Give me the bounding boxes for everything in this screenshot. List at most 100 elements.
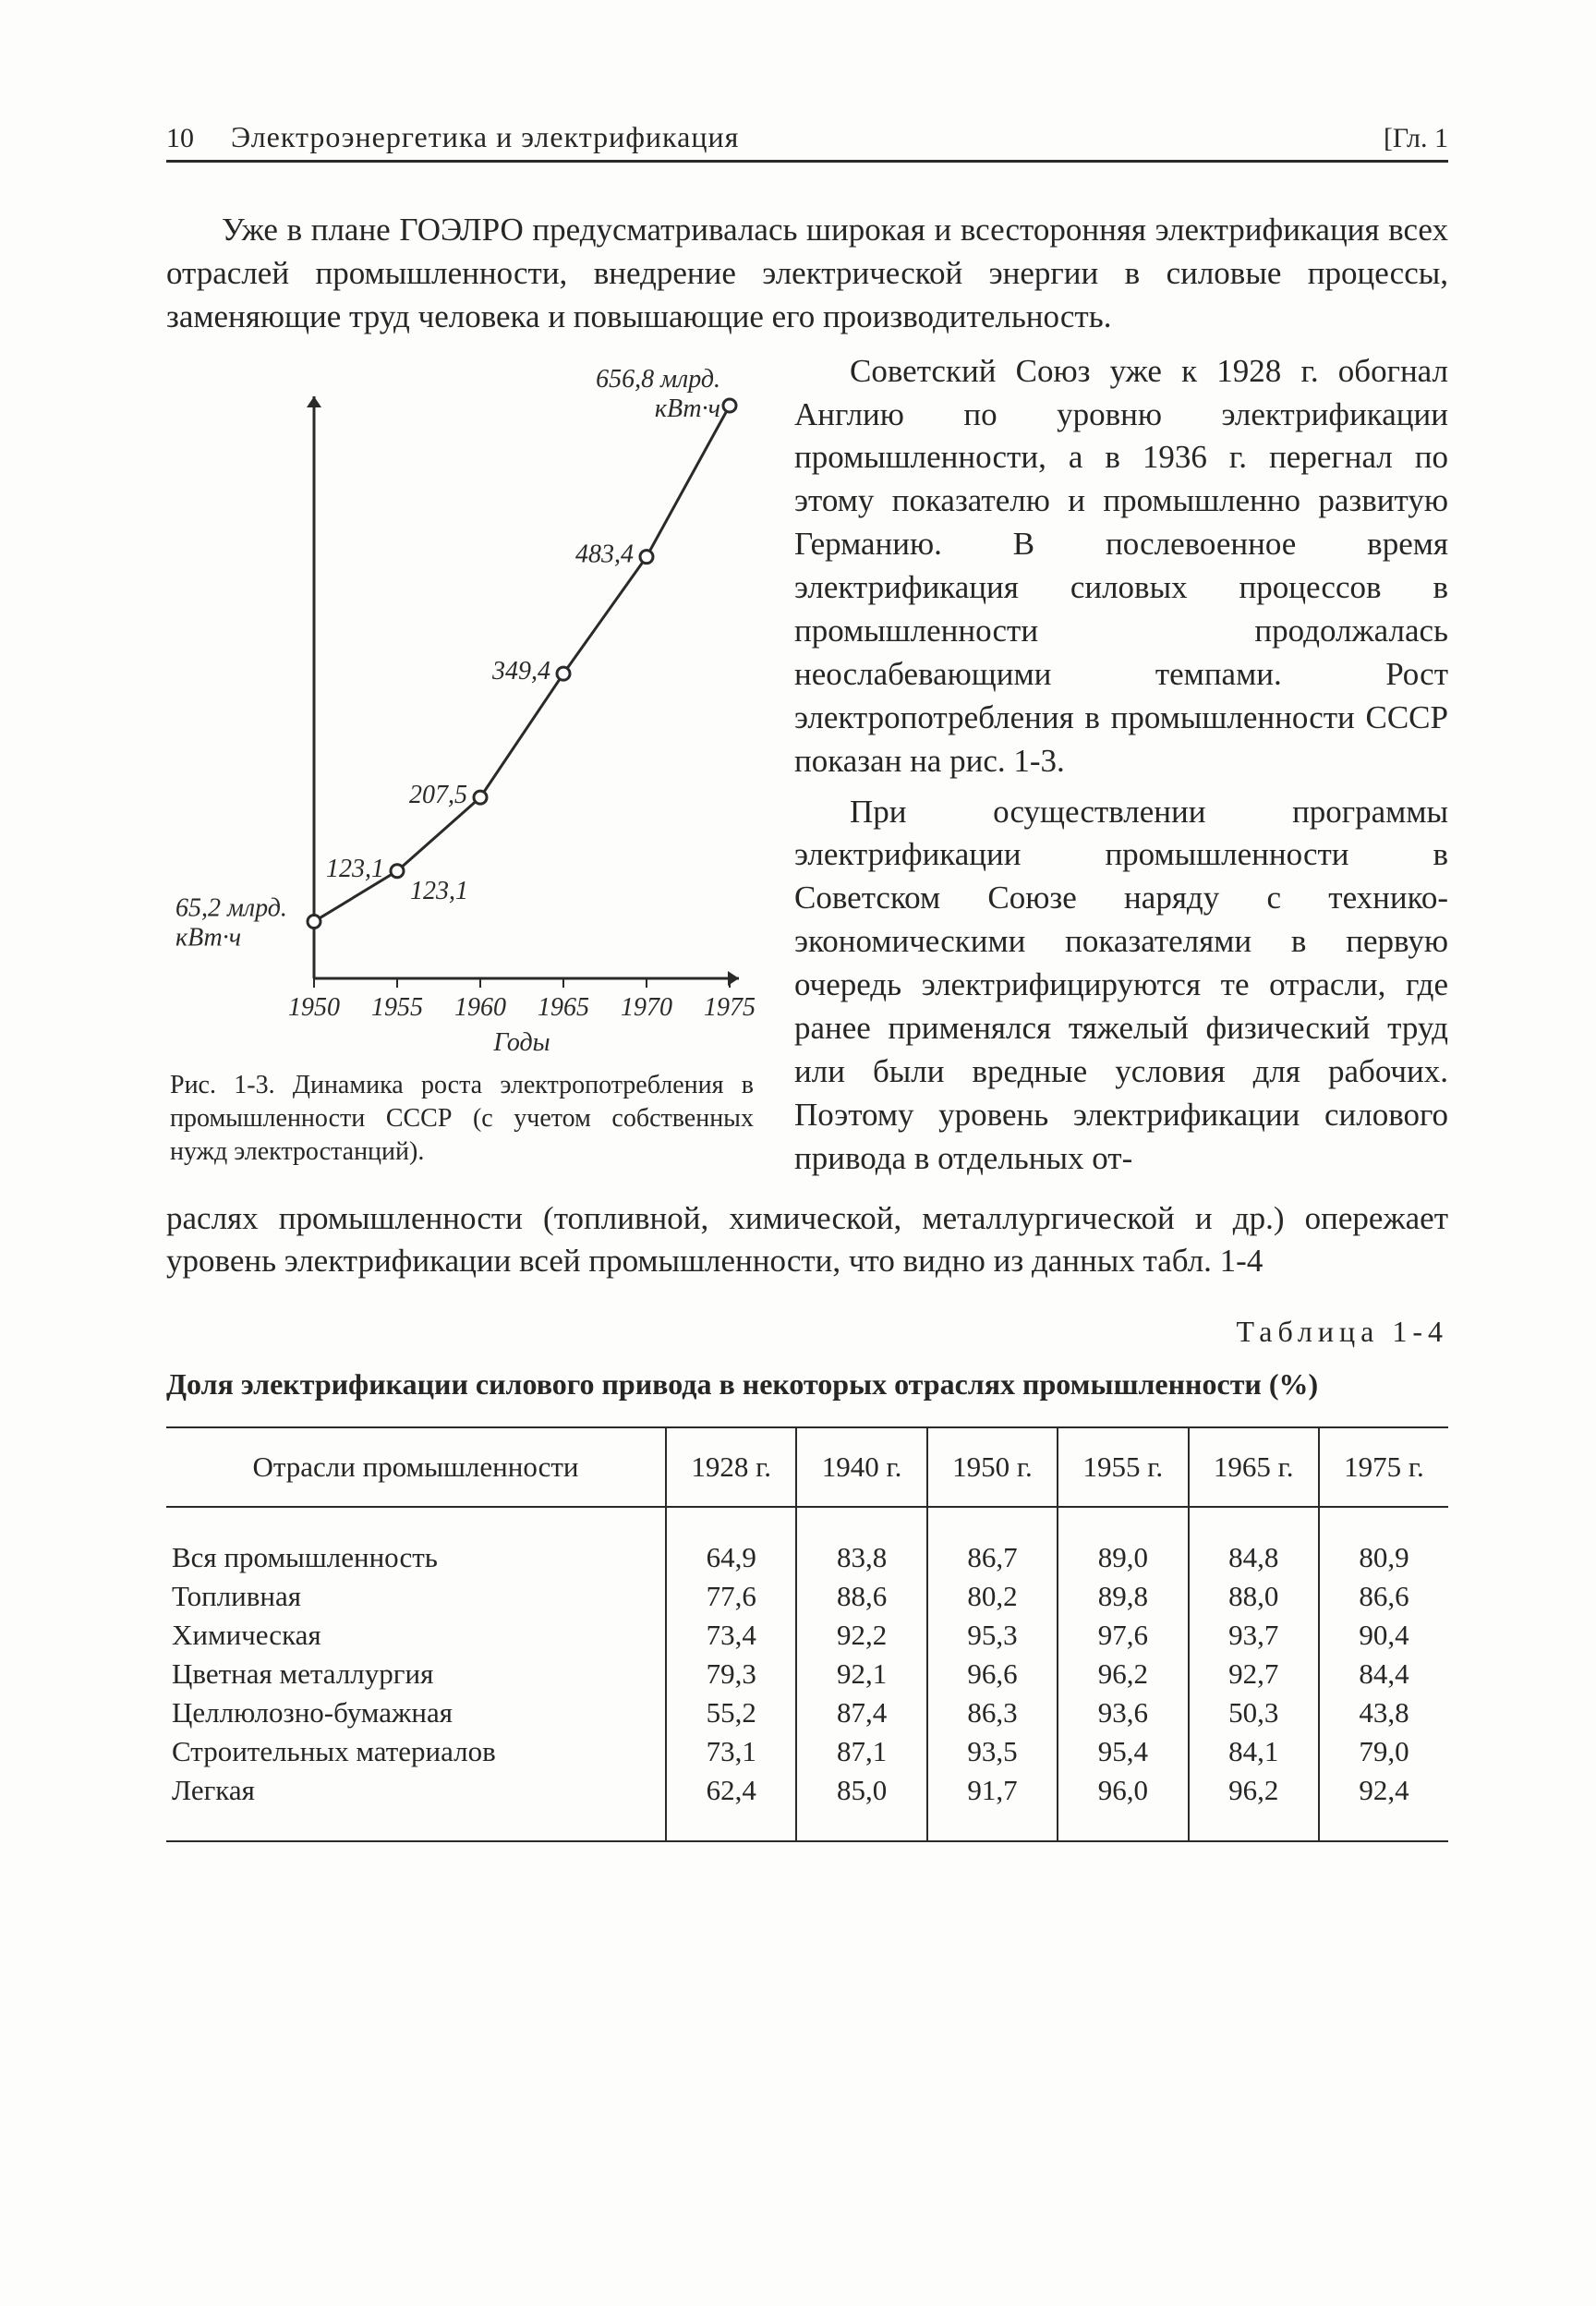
cell-value: 86,3 bbox=[927, 1693, 1058, 1732]
cell-value: 80,2 bbox=[927, 1577, 1058, 1616]
cell-value: 93,5 bbox=[927, 1732, 1058, 1771]
table-row: Строительных материалов73,187,193,595,48… bbox=[166, 1732, 1448, 1771]
svg-text:кВт·ч: кВт·ч bbox=[175, 923, 241, 952]
chapter-marker: [Гл. 1 bbox=[1384, 123, 1448, 154]
running-head: 10 Электроэнергетика и электрификация [Г… bbox=[166, 120, 1448, 154]
cell-value: 79,0 bbox=[1319, 1732, 1448, 1771]
svg-text:656,8 млрд.: 656,8 млрд. bbox=[596, 365, 720, 394]
section-title: Электроэнергетика и электрификация bbox=[231, 120, 739, 154]
chart-caption: Рис. 1-3. Динамика роста электропотребле… bbox=[166, 1069, 757, 1170]
cell-value: 92,7 bbox=[1189, 1655, 1319, 1693]
cell-value: 95,3 bbox=[927, 1616, 1058, 1655]
svg-text:Годы: Годы bbox=[492, 1028, 550, 1052]
paragraph-2: Советский Союз уже к 1928 г. обогнал Анг… bbox=[794, 350, 1448, 783]
paragraph-1: Уже в плане ГОЭЛРО предусматривалась шир… bbox=[166, 209, 1448, 339]
cell-value: 73,1 bbox=[666, 1732, 796, 1771]
cell-value: 80,9 bbox=[1319, 1507, 1448, 1577]
table-row: Цветная металлургия79,392,196,696,292,78… bbox=[166, 1655, 1448, 1693]
cell-value: 84,1 bbox=[1189, 1732, 1319, 1771]
cell-value: 89,8 bbox=[1058, 1577, 1188, 1616]
cell-value: 77,6 bbox=[666, 1577, 796, 1616]
table-row: Легкая62,485,091,796,096,292,4 bbox=[166, 1771, 1448, 1841]
cell-value: 96,0 bbox=[1058, 1771, 1188, 1841]
svg-text:483,4: 483,4 bbox=[575, 540, 634, 568]
cell-value: 97,6 bbox=[1058, 1616, 1188, 1655]
chart-svg: 1950 1955 1960 1965 1970 1975 Годы 123,1 207,5 34… bbox=[166, 350, 757, 1052]
cell-value: 96,2 bbox=[1189, 1771, 1319, 1841]
running-head-left: 10 Электроэнергетика и электрификация bbox=[166, 120, 739, 154]
page: 10 Электроэнергетика и электрификация [Г… bbox=[0, 0, 1596, 2306]
row-label: Химическая bbox=[166, 1616, 666, 1655]
paragraph-3: При осуществлении программы электрификац… bbox=[794, 791, 1448, 1181]
cell-value: 62,4 bbox=[666, 1771, 796, 1841]
cell-value: 84,4 bbox=[1319, 1655, 1448, 1693]
svg-text:207,5: 207,5 bbox=[409, 781, 467, 809]
cell-value: 92,1 bbox=[796, 1655, 926, 1693]
cell-value: 88,0 bbox=[1189, 1577, 1319, 1616]
table-head-row: Отрасли промышленности1928 г.1940 г.1950… bbox=[166, 1427, 1448, 1507]
svg-text:123,1: 123,1 bbox=[326, 854, 384, 882]
table-label: Таблица 1-4 bbox=[166, 1315, 1448, 1349]
cell-value: 92,2 bbox=[796, 1616, 926, 1655]
cell-value: 87,4 bbox=[796, 1693, 926, 1732]
table-row: Химическая73,492,295,397,693,790,4 bbox=[166, 1616, 1448, 1655]
svg-text:65,2 млрд.: 65,2 млрд. bbox=[175, 893, 287, 922]
row-label: Строительных материалов bbox=[166, 1732, 666, 1771]
col-industry: Отрасли промышленности bbox=[166, 1427, 666, 1507]
svg-text:1965: 1965 bbox=[538, 993, 589, 1022]
table-row: Целлюлозно-бумажная55,287,486,393,650,34… bbox=[166, 1693, 1448, 1732]
cell-value: 43,8 bbox=[1319, 1693, 1448, 1732]
col-year: 1965 г. bbox=[1189, 1427, 1319, 1507]
svg-text:1960: 1960 bbox=[454, 993, 506, 1022]
cell-value: 89,0 bbox=[1058, 1507, 1188, 1577]
cell-value: 85,0 bbox=[796, 1771, 926, 1841]
cell-value: 86,6 bbox=[1319, 1577, 1448, 1616]
cell-value: 73,4 bbox=[666, 1616, 796, 1655]
cell-value: 64,9 bbox=[666, 1507, 796, 1577]
two-column-region: 1950 1955 1960 1965 1970 1975 Годы 123,1 207,5 34… bbox=[166, 350, 1448, 1188]
row-label: Целлюлозно-бумажная bbox=[166, 1693, 666, 1732]
data-table: Отрасли промышленности1928 г.1940 г.1950… bbox=[166, 1426, 1448, 1842]
cell-value: 55,2 bbox=[666, 1693, 796, 1732]
svg-text:1950: 1950 bbox=[288, 993, 340, 1022]
table-title: Доля электрификации силового привода в н… bbox=[166, 1365, 1448, 1404]
row-label: Легкая bbox=[166, 1771, 666, 1841]
cell-value: 86,7 bbox=[927, 1507, 1058, 1577]
left-column: 1950 1955 1960 1965 1970 1975 Годы 123,1 207,5 34… bbox=[166, 350, 757, 1188]
table-row: Топливная77,688,680,289,888,086,6 bbox=[166, 1577, 1448, 1616]
svg-text:349,4: 349,4 bbox=[491, 657, 550, 686]
col-year: 1955 г. bbox=[1058, 1427, 1188, 1507]
svg-text:123,1: 123,1 bbox=[410, 876, 468, 904]
svg-text:1970: 1970 bbox=[621, 993, 672, 1022]
row-label: Топливная bbox=[166, 1577, 666, 1616]
svg-text:1955: 1955 bbox=[371, 993, 423, 1022]
cell-value: 91,7 bbox=[927, 1771, 1058, 1841]
table-body: Вся промышленность64,983,886,789,084,880… bbox=[166, 1507, 1448, 1841]
cell-value: 93,7 bbox=[1189, 1616, 1319, 1655]
paragraph-after: раслях промышленности (топливной, химиче… bbox=[166, 1197, 1448, 1284]
col-year: 1950 г. bbox=[927, 1427, 1058, 1507]
cell-value: 96,2 bbox=[1058, 1655, 1188, 1693]
row-label: Вся промышленность bbox=[166, 1507, 666, 1577]
table-row: Вся промышленность64,983,886,789,084,880… bbox=[166, 1507, 1448, 1577]
cell-value: 92,4 bbox=[1319, 1771, 1448, 1841]
right-column: Советский Союз уже к 1928 г. обогнал Анг… bbox=[794, 350, 1448, 1188]
svg-text:кВт·ч: кВт·ч bbox=[655, 394, 720, 423]
row-label: Цветная металлургия bbox=[166, 1655, 666, 1693]
cell-value: 95,4 bbox=[1058, 1732, 1188, 1771]
cell-value: 96,6 bbox=[927, 1655, 1058, 1693]
cell-value: 84,8 bbox=[1189, 1507, 1319, 1577]
cell-value: 83,8 bbox=[796, 1507, 926, 1577]
cell-value: 79,3 bbox=[666, 1655, 796, 1693]
cell-value: 87,1 bbox=[796, 1732, 926, 1771]
cell-value: 90,4 bbox=[1319, 1616, 1448, 1655]
cell-value: 88,6 bbox=[796, 1577, 926, 1616]
col-year: 1928 г. bbox=[666, 1427, 796, 1507]
col-year: 1940 г. bbox=[796, 1427, 926, 1507]
col-year: 1975 г. bbox=[1319, 1427, 1448, 1507]
page-number: 10 bbox=[166, 123, 194, 154]
svg-text:1975: 1975 bbox=[704, 993, 756, 1022]
chart-figure: 1950 1955 1960 1965 1970 1975 Годы 123,1 207,5 34… bbox=[166, 350, 757, 1170]
header-rule bbox=[166, 160, 1448, 163]
cell-value: 50,3 bbox=[1189, 1693, 1319, 1732]
